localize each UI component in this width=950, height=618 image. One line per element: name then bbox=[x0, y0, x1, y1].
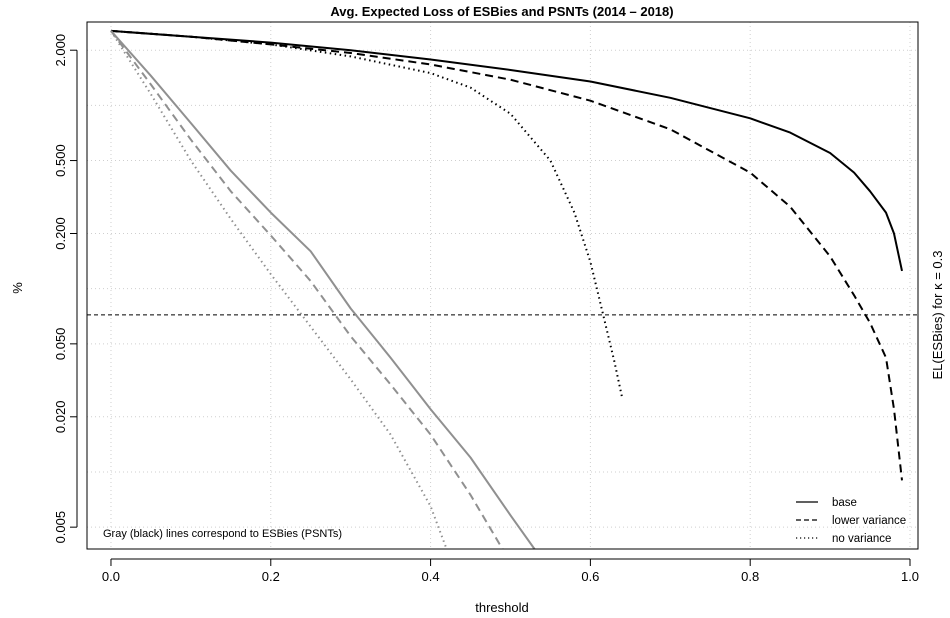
esbies-base-line bbox=[110, 30, 536, 550]
y-axis-label: % bbox=[10, 282, 25, 294]
y-tick-label: 0.500 bbox=[53, 144, 68, 177]
y-tick-label: 0.200 bbox=[53, 217, 68, 250]
y-axis: 0.005 0.020 0.050 0.200 0.500 2.000 bbox=[53, 34, 78, 544]
x-tick-label: 0.6 bbox=[581, 569, 599, 584]
y-tick-label: 2.000 bbox=[53, 34, 68, 67]
legend-label-base: base bbox=[832, 497, 857, 509]
y-tick-label: 0.005 bbox=[53, 511, 68, 544]
x-tick-label: 0.4 bbox=[422, 569, 440, 584]
x-tick-label: 1.0 bbox=[901, 569, 919, 584]
right-axis-label: EL(ESBies) for κ = 0.3 bbox=[930, 251, 945, 380]
series-group bbox=[110, 29, 903, 550]
chart-title: Avg. Expected Loss of ESBies and PSNTs (… bbox=[330, 4, 673, 19]
x-axis-label: threshold bbox=[475, 600, 528, 615]
x-tick-label: 0.8 bbox=[741, 569, 759, 584]
grid bbox=[87, 22, 918, 549]
y-tick-label: 0.050 bbox=[53, 328, 68, 361]
x-axis: 0.0 0.2 0.4 0.6 0.8 1.0 bbox=[102, 558, 919, 584]
legend: base lower variance no variance bbox=[796, 497, 906, 545]
chart-note: Gray (black) lines correspond to ESBies … bbox=[103, 528, 342, 540]
y-tick-label: 0.020 bbox=[53, 401, 68, 434]
esbies-lower-variance-line bbox=[110, 30, 504, 550]
psnts-lower-variance-line bbox=[110, 29, 903, 481]
psnts-no-variance-line bbox=[110, 29, 624, 400]
legend-label-lower-variance: lower variance bbox=[832, 515, 906, 527]
plot-frame bbox=[86, 21, 919, 550]
x-tick-label: 0.2 bbox=[262, 569, 280, 584]
legend-label-no-variance: no variance bbox=[832, 533, 891, 545]
x-tick-label: 0.0 bbox=[102, 569, 120, 584]
psnts-base-line bbox=[110, 29, 903, 272]
